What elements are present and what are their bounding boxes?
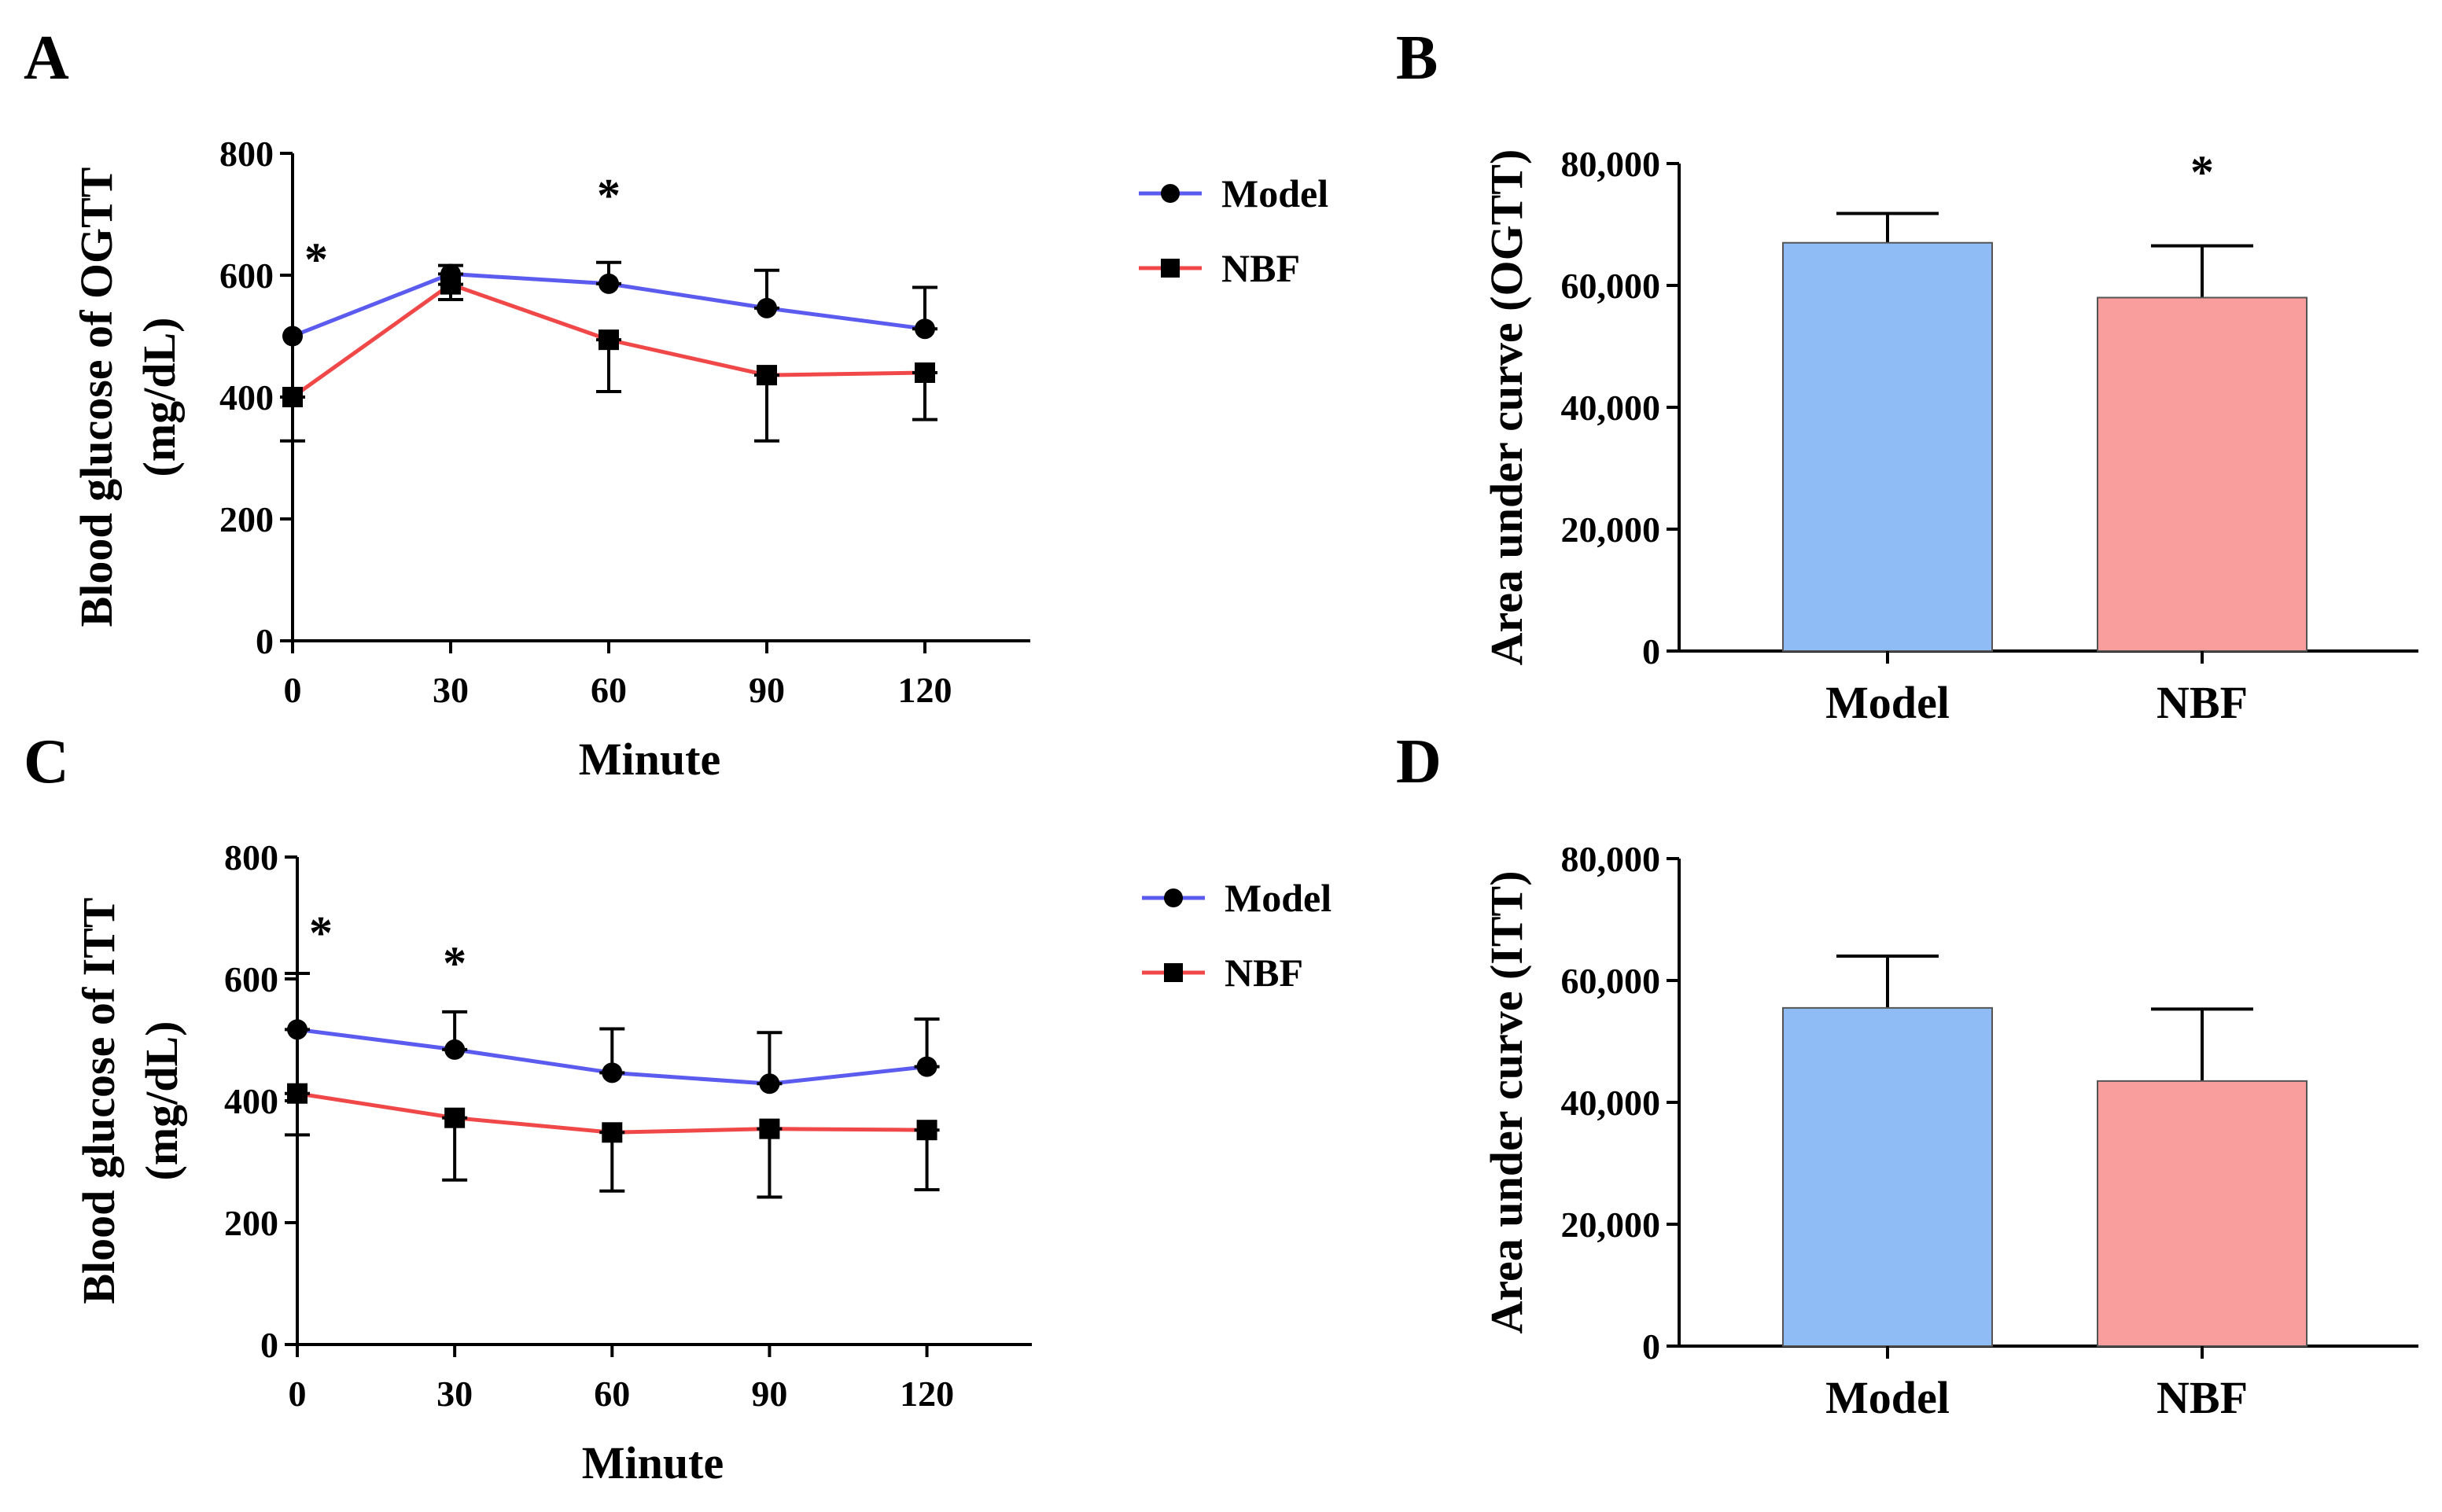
y-tick-label: 0	[1642, 1326, 1660, 1367]
x-tick-label-model: Model	[1825, 1372, 1950, 1423]
panel-a-line-chart: A 0 200 400 600 800 0 30 60 90 120 Minute Blood gluc…	[24, 24, 1328, 785]
legend-nbf-marker	[1164, 963, 1183, 982]
y-tick-label: 0	[256, 621, 274, 661]
panel-label: B	[1396, 24, 1438, 93]
series-model-point	[444, 1039, 466, 1060]
y-tick-label: 200	[224, 1203, 278, 1243]
series-nbf-point	[916, 1120, 937, 1141]
series-nbf	[280, 274, 937, 443]
y-axis-label: Area under curve (ITT)	[1481, 870, 1532, 1334]
y-tick-label: 600	[224, 959, 278, 999]
x-tick-label-nbf: NBF	[2157, 1372, 2248, 1423]
series-model-point	[916, 1056, 937, 1077]
series-model	[282, 260, 937, 347]
y-tick-label: 80,000	[1561, 839, 1661, 879]
legend-nbf-label: NBF	[1225, 951, 1303, 995]
y-tick-label: 80,000	[1561, 144, 1661, 184]
x-tick-label-model: Model	[1825, 677, 1950, 728]
y-tick-label: 20,000	[1561, 1205, 1661, 1245]
y-tick-label: 60,000	[1561, 266, 1661, 306]
y-tick-label: 0	[260, 1325, 278, 1365]
y-tick-label: 0	[1642, 631, 1660, 671]
legend-model-label: Model	[1221, 171, 1328, 215]
panel-c-line-chart: C 0 200 400 600 800 0 30 60 90 120 Minute Blood gluc…	[24, 727, 1331, 1488]
legend-model-marker	[1161, 184, 1180, 203]
series-nbf-point	[440, 274, 461, 295]
series-model-point	[915, 318, 935, 340]
bar-nbf	[2097, 1080, 2308, 1347]
y-tick-label: 20,000	[1561, 510, 1661, 550]
series-model-point	[757, 297, 777, 318]
y-tick-label: 600	[219, 256, 274, 296]
x-tick-label: 30	[436, 1374, 473, 1414]
series-nbf-point	[602, 1122, 623, 1143]
legend-model-label: Model	[1225, 876, 1331, 920]
significance-marker: *	[443, 937, 466, 989]
x-tick-label-nbf: NBF	[2157, 677, 2248, 728]
y-axis-label-line1: Blood glucose of OGTT	[71, 167, 122, 627]
legend-nbf-label: NBF	[1221, 246, 1300, 290]
series-nbf-point	[444, 1107, 466, 1128]
panel-label: C	[24, 727, 69, 796]
y-axis-label-line1: Blood glucose of ITT	[73, 897, 124, 1304]
series-model	[285, 972, 940, 1094]
x-tick-label: 0	[284, 670, 302, 710]
y-tick-label: 40,000	[1561, 1083, 1661, 1123]
legend-nbf-marker	[1161, 259, 1180, 278]
series-nbf-point	[757, 365, 777, 386]
legend-model-marker	[1164, 888, 1183, 907]
x-tick-label: 90	[749, 670, 785, 710]
series-model-point	[599, 273, 619, 294]
y-tick-label: 200	[219, 499, 274, 539]
bar-model	[1782, 1006, 1993, 1347]
x-axis-label: Minute	[579, 734, 720, 785]
x-tick-label: 60	[591, 670, 627, 710]
y-axis-label: Area under curve (OGTT)	[1481, 149, 1532, 666]
series-nbf-point	[915, 362, 935, 383]
panel-d-bar-chart: D 0 20,000 40,000 60,000 80,000 Area under cur…	[1396, 727, 2418, 1423]
significance-marker: *	[597, 170, 621, 222]
x-tick-label: 60	[594, 1374, 630, 1414]
x-axis-label: Minute	[582, 1437, 724, 1488]
x-tick-label: 120	[900, 1374, 954, 1414]
x-tick-label: 0	[289, 1374, 307, 1414]
x-tick-label: 120	[898, 670, 952, 710]
series-model-point	[602, 1062, 623, 1083]
x-tick-label: 90	[751, 1374, 787, 1414]
y-axis-label-line2: (mg/dL)	[134, 318, 185, 477]
series-model-point	[759, 1073, 780, 1094]
y-tick-label: 40,000	[1561, 388, 1661, 428]
series-nbf-point	[287, 1083, 308, 1104]
bar-nbf	[2097, 296, 2308, 652]
series-model-point	[287, 1019, 308, 1040]
panel-label: D	[1396, 727, 1442, 796]
significance-marker: *	[304, 234, 328, 285]
y-tick-label: 400	[219, 377, 274, 418]
y-tick-label: 400	[224, 1081, 278, 1121]
panel-b-bar-chart: B 0 20,000 40,000 60,000 80,000 Area under cur…	[1396, 24, 2418, 728]
y-tick-label: 800	[219, 134, 274, 174]
significance-marker: *	[2190, 146, 2214, 198]
y-axis-label-line2: (mg/dL)	[136, 1021, 187, 1181]
bar-model	[1782, 241, 1993, 652]
significance-marker: *	[309, 907, 333, 958]
series-nbf	[285, 1083, 940, 1199]
panel-label: A	[24, 24, 69, 93]
y-tick-label: 60,000	[1561, 961, 1661, 1001]
y-tick-label: 800	[224, 837, 278, 877]
series-model-point	[282, 326, 303, 347]
series-nbf-point	[282, 387, 303, 407]
x-tick-label: 30	[433, 670, 469, 710]
series-nbf-point	[599, 329, 619, 351]
series-nbf-point	[759, 1118, 780, 1139]
